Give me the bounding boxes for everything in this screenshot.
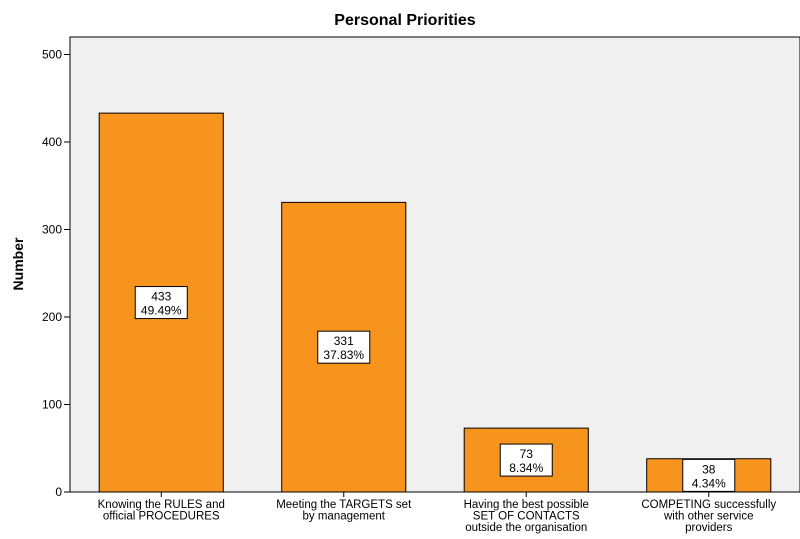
- y-tick-label: 400: [42, 135, 62, 149]
- data-label-box: [682, 458, 736, 492]
- category-label: by management: [303, 511, 386, 523]
- category-label: Having the best possible: [464, 499, 589, 511]
- y-tick-label: 300: [42, 223, 62, 237]
- data-label-box: [134, 286, 188, 320]
- category-label: with other service: [663, 511, 753, 523]
- y-axis-label: Number: [10, 237, 26, 290]
- category-label: official PROCEDURES: [103, 511, 220, 523]
- data-label-value: 331: [334, 334, 354, 348]
- y-tick-label: 500: [42, 48, 62, 62]
- data-label-percent: 4.34%: [692, 476, 726, 490]
- category-label: outside the organisation: [465, 522, 587, 534]
- category-label: Knowing the RULES and: [98, 499, 225, 511]
- data-label-percent: 8.34%: [509, 461, 543, 475]
- data-label-value: 433: [151, 290, 171, 304]
- category-label: COMPETING successfully: [641, 499, 776, 511]
- category-label: Meeting the TARGETS set: [276, 499, 412, 511]
- data-label-value: 73: [520, 447, 534, 461]
- data-label-box: [499, 443, 553, 477]
- y-axis: 0 100 200 300 400 500: [42, 48, 70, 499]
- chart-title: Personal Priorities: [334, 12, 475, 29]
- data-label-percent: 49.49%: [141, 304, 182, 318]
- y-tick-label: 0: [55, 485, 62, 499]
- data-label-percent: 37.83%: [323, 348, 364, 362]
- category-label: providers: [685, 522, 733, 534]
- category-label: SET OF CONTACTS: [473, 511, 580, 523]
- data-label-value: 38: [702, 462, 716, 476]
- y-tick-label: 100: [42, 398, 62, 412]
- y-tick-label: 200: [42, 310, 62, 324]
- data-label-box: [317, 330, 371, 364]
